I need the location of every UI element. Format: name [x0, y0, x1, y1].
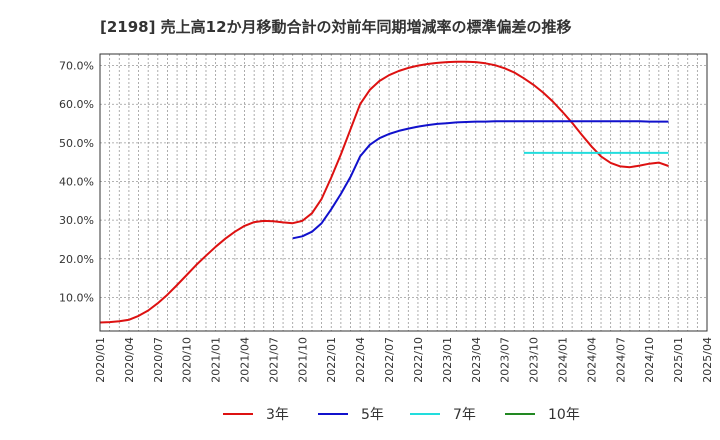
- y-tick-label: 60.0%: [59, 98, 94, 111]
- y-tick-label: 10.0%: [59, 291, 94, 304]
- x-tick-label: 2024/10: [643, 337, 656, 383]
- x-tick-label: 2022/04: [354, 337, 367, 383]
- legend-label-1: 5年: [361, 407, 384, 423]
- y-tick-label: 30.0%: [59, 214, 94, 227]
- x-tick-label: 2022/07: [383, 337, 396, 383]
- x-tick-label: 2021/04: [239, 337, 252, 383]
- x-tick-label: 2023/04: [470, 337, 483, 383]
- x-tick-label: 2024/07: [614, 337, 627, 383]
- series-line-1: [292, 120, 669, 240]
- y-tick-label: 40.0%: [59, 175, 94, 188]
- x-tick-label: 2022/10: [412, 337, 425, 383]
- x-tick-label: 2020/04: [123, 337, 136, 383]
- x-axis-ticks: 2020/01 2020/04 2020/07 2020/10 2021/01 2021/…: [94, 337, 714, 383]
- x-tick-label: 2023/10: [528, 337, 541, 383]
- legend: 3年 5年 7年 10年: [223, 407, 580, 423]
- legend-label-2: 7年: [453, 407, 476, 423]
- x-tick-label: 2025/01: [672, 337, 685, 383]
- y-tick-label: 50.0%: [59, 137, 94, 150]
- x-tick-label: 2021/10: [296, 337, 309, 383]
- x-tick-label: 2023/07: [499, 337, 512, 383]
- x-tick-label: 2025/04: [701, 337, 714, 383]
- x-tick-label: 2021/07: [267, 337, 280, 383]
- x-tick-label: 2020/07: [152, 337, 165, 383]
- legend-label-0: 3年: [266, 407, 289, 423]
- x-tick-label: 2024/04: [585, 337, 598, 383]
- x-tick-label: 2020/01: [94, 337, 107, 383]
- x-tick-label: 2023/01: [441, 337, 454, 383]
- x-tick-label: 2021/01: [210, 337, 223, 383]
- x-tick-label: 2022/01: [325, 337, 338, 383]
- grid-layer: [100, 54, 707, 331]
- legend-label-3: 10年: [548, 407, 580, 423]
- x-tick-label: 2024/01: [556, 337, 569, 383]
- chart-title: [2198] 売上高12か月移動合計の対前年同期増減率の標準偏差の推移: [100, 18, 572, 36]
- x-tick-label: 2020/10: [181, 337, 194, 383]
- series-line-0: [99, 60, 669, 324]
- y-tick-label: 20.0%: [59, 253, 94, 266]
- y-axis-ticks: 10.0% 20.0% 30.0% 40.0% 50.0% 60.0% 70.0%: [59, 60, 94, 305]
- series-layer: [99, 60, 669, 324]
- y-tick-label: 70.0%: [59, 60, 94, 73]
- plot-frame: [99, 53, 708, 332]
